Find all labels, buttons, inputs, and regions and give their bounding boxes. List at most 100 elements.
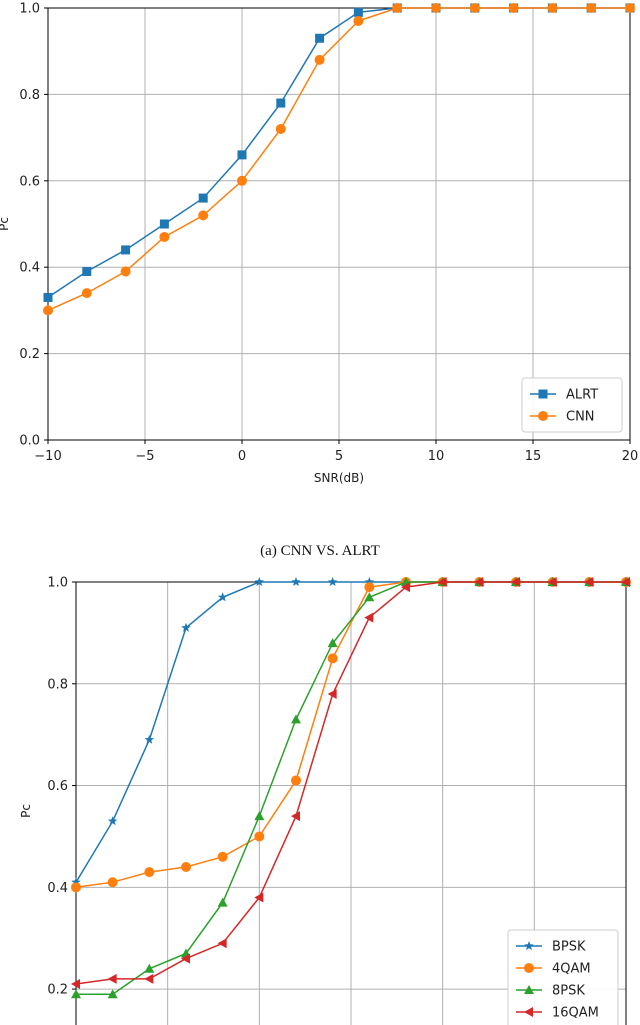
data-point-16qam <box>144 973 154 984</box>
data-point-cnn <box>508 3 519 13</box>
legend-marker-4qam <box>524 963 534 973</box>
data-point-4qam <box>327 653 338 664</box>
data-point-8psk <box>107 989 118 999</box>
data-point-alrt <box>82 267 92 277</box>
data-point-cnn <box>43 305 53 316</box>
data-point-alrt <box>159 219 169 229</box>
y-tick-label: 0.2 <box>47 983 68 998</box>
legend-label-bpsk: BPSK <box>552 940 586 955</box>
legend-label-cnn: CNN <box>566 410 595 425</box>
data-point-alrt <box>43 292 53 302</box>
data-point-bpsk <box>217 592 228 602</box>
data-point-4qam <box>107 877 118 888</box>
data-point-16qam <box>511 577 520 587</box>
data-point-bpsk <box>144 734 155 744</box>
data-point-alrt <box>315 33 325 43</box>
data-point-8psk <box>144 963 155 973</box>
y-tick-label: 1.0 <box>47 576 68 591</box>
x-tick-label: −5 <box>135 449 154 464</box>
caption-a: (a) CNN VS. ALRT <box>260 543 380 559</box>
data-point-bpsk <box>327 577 338 587</box>
data-point-4qam <box>181 861 191 872</box>
data-point-cnn <box>198 210 209 221</box>
data-point-4qam <box>364 582 375 593</box>
series-line-16qam <box>75 581 626 985</box>
legend-marker-bpsk <box>524 941 534 951</box>
legend: BPSK 4QAM 8PSK 16QAM <box>507 929 619 1025</box>
x-tick-label: 15 <box>525 449 542 464</box>
data-point-cnn <box>159 231 170 242</box>
data-point-16qam <box>547 577 557 587</box>
data-point-alrt <box>237 150 247 160</box>
legend-label-8psk: 8PSK <box>552 984 585 999</box>
x-tick-label: 0 <box>238 449 246 464</box>
y-tick-label: 0.8 <box>47 677 68 692</box>
data-point-cnn <box>275 123 286 134</box>
data-point-16qam <box>437 577 447 587</box>
chart-a: 0.0 0.2 0.4 0.6 0.8 1.0 −10 −5 0 5 10 15 20 SNR(dB) Pc… <box>0 2 638 486</box>
data-point-bpsk <box>181 622 191 632</box>
data-point-16qam <box>621 577 630 587</box>
x-tick-label: 10 <box>428 449 445 464</box>
legend-label-4qam: 4QAM <box>552 962 591 977</box>
data-point-16qam <box>401 582 410 593</box>
data-point-cnn <box>392 3 403 13</box>
legend-marker-8psk <box>524 985 534 994</box>
data-point-8psk <box>217 897 228 907</box>
y-tick-label: 0.2 <box>19 347 40 362</box>
y-axis-label: Pc <box>19 804 33 818</box>
data-point-16qam <box>584 577 594 587</box>
data-point-16qam <box>364 612 374 623</box>
data-point-4qam <box>144 867 155 878</box>
data-point-4qam <box>254 831 265 842</box>
data-point-cnn <box>586 3 597 13</box>
data-point-cnn <box>469 3 480 13</box>
legend-label-alrt: ALRT <box>566 388 598 403</box>
data-point-cnn <box>81 288 92 299</box>
data-point-8psk <box>254 811 265 821</box>
data-point-alrt <box>121 245 131 255</box>
data-point-16qam <box>181 953 190 964</box>
data-point-16qam <box>71 979 80 990</box>
y-tick-label: 0.8 <box>19 88 40 103</box>
y-tick-label: 1.0 <box>19 2 40 17</box>
data-point-4qam <box>217 851 228 862</box>
data-point-bpsk <box>364 577 375 587</box>
y-tick-label: 0.6 <box>47 779 68 794</box>
data-point-bpsk <box>107 816 118 826</box>
data-point-cnn <box>314 54 325 65</box>
data-point-alrt <box>276 98 286 108</box>
chart-b: 0.2 0.4 0.6 0.8 1.0 Pc BPSK 4QAM 8PSK 16QAM <box>19 576 631 1025</box>
data-point-16qam <box>254 892 264 903</box>
x-tick-label: −10 <box>34 449 61 464</box>
data-point-cnn <box>120 266 131 277</box>
data-point-16qam <box>327 688 337 699</box>
data-point-cnn <box>353 15 364 26</box>
data-point-8psk <box>364 592 375 602</box>
x-tick-label: 20 <box>622 449 639 464</box>
data-point-8psk <box>291 714 301 724</box>
x-tick-label: 5 <box>335 449 343 464</box>
y-tick-label: 0.6 <box>19 174 40 189</box>
data-point-cnn <box>237 175 247 186</box>
data-point-8psk <box>71 989 81 999</box>
data-point-16qam <box>291 811 300 822</box>
data-point-cnn <box>431 3 441 13</box>
y-tick-label: 0.4 <box>47 881 68 896</box>
data-point-4qam <box>291 775 301 786</box>
data-point-16qam <box>217 938 227 949</box>
data-point-alrt <box>198 193 208 203</box>
y-tick-label: 0.0 <box>19 434 40 449</box>
data-point-16qam <box>107 973 117 984</box>
legend-box <box>507 929 619 1025</box>
data-point-bpsk <box>291 577 301 587</box>
legend-marker-16qam <box>524 1007 533 1017</box>
data-point-bpsk <box>254 577 265 587</box>
legend: ALRT CNN <box>521 377 623 433</box>
legend-marker-alrt <box>538 389 548 399</box>
legend-marker-cnn <box>538 411 548 421</box>
x-axis-label: SNR(dB) <box>314 471 364 485</box>
y-tick-label: 0.4 <box>19 261 40 276</box>
legend-label-16qam: 16QAM <box>552 1006 599 1021</box>
